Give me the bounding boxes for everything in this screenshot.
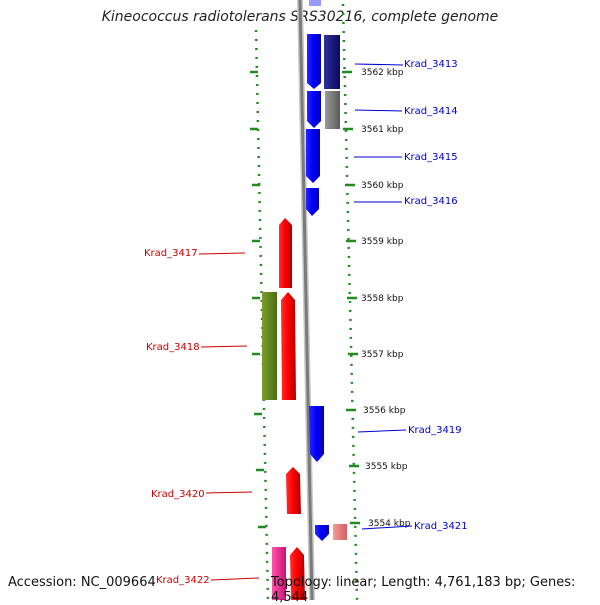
gene-label-krad-3415[interactable]: Krad_3415 bbox=[404, 152, 458, 163]
gene-label-krad-3422[interactable]: Krad_3422 bbox=[156, 575, 210, 586]
tick-label: 3559 kbp bbox=[361, 237, 404, 247]
gene-label-krad-3421[interactable]: Krad_3421 bbox=[414, 521, 468, 532]
gene-label-krad-3420[interactable]: Krad_3420 bbox=[151, 489, 205, 500]
label-connectors bbox=[198, 63, 413, 581]
tick-label: 3557 kbp bbox=[361, 350, 404, 360]
gene-label-krad-3416[interactable]: Krad_3416 bbox=[404, 196, 458, 207]
tick-label: 3554 kbp bbox=[368, 519, 411, 529]
gene-feature-grey[interactable] bbox=[325, 91, 340, 129]
gene-feature-krad-3415[interactable] bbox=[306, 129, 320, 183]
gene-feature-krad-3416[interactable] bbox=[306, 188, 319, 216]
gene-feature-top[interactable] bbox=[309, 0, 321, 6]
gene-label-krad-3413[interactable]: Krad_3413 bbox=[404, 59, 458, 70]
gene-feature-salmon[interactable] bbox=[333, 524, 347, 540]
gene-feature-krad-3418[interactable] bbox=[281, 292, 296, 400]
tick-marks bbox=[250, 70, 360, 529]
gene-feature-krad-3421[interactable] bbox=[315, 525, 329, 541]
gene-feature-krad-3417[interactable] bbox=[279, 218, 292, 288]
gene-feature-krad-3413[interactable] bbox=[307, 34, 321, 89]
tick-label: 3556 kbp bbox=[363, 406, 406, 416]
tick-label: 3560 kbp bbox=[361, 181, 404, 191]
gene-label-krad-3414[interactable]: Krad_3414 bbox=[404, 106, 458, 117]
right-guide-line bbox=[341, 3, 359, 600]
genome-backbone-core bbox=[298, 0, 314, 600]
tick-label: 3561 kbp bbox=[361, 125, 404, 135]
tick-label: 3558 kbp bbox=[361, 294, 404, 304]
gene-label-krad-3419[interactable]: Krad_3419 bbox=[408, 425, 462, 436]
gene-feature-krad-3419[interactable] bbox=[309, 406, 324, 462]
gene-label-krad-3417[interactable]: Krad_3417 bbox=[144, 248, 198, 259]
topology-label: Topology: linear; Length: 4,761,183 bp; … bbox=[271, 575, 576, 605]
accession-label: Accession: NC_009664 bbox=[8, 575, 156, 590]
tick-label: 3562 kbp bbox=[361, 68, 404, 78]
gene-feature-krad-3422[interactable] bbox=[290, 547, 305, 600]
gene-label-krad-3418[interactable]: Krad_3418 bbox=[146, 342, 200, 353]
gene-feature-olive[interactable] bbox=[262, 292, 277, 400]
gene-feature-krad-3420[interactable] bbox=[286, 467, 301, 514]
tick-label: 3555 kbp bbox=[365, 462, 408, 472]
gene-feature-navy[interactable] bbox=[324, 35, 340, 89]
gene-feature-krad-3414[interactable] bbox=[307, 91, 321, 128]
gene-feature-pink[interactable] bbox=[272, 547, 286, 600]
